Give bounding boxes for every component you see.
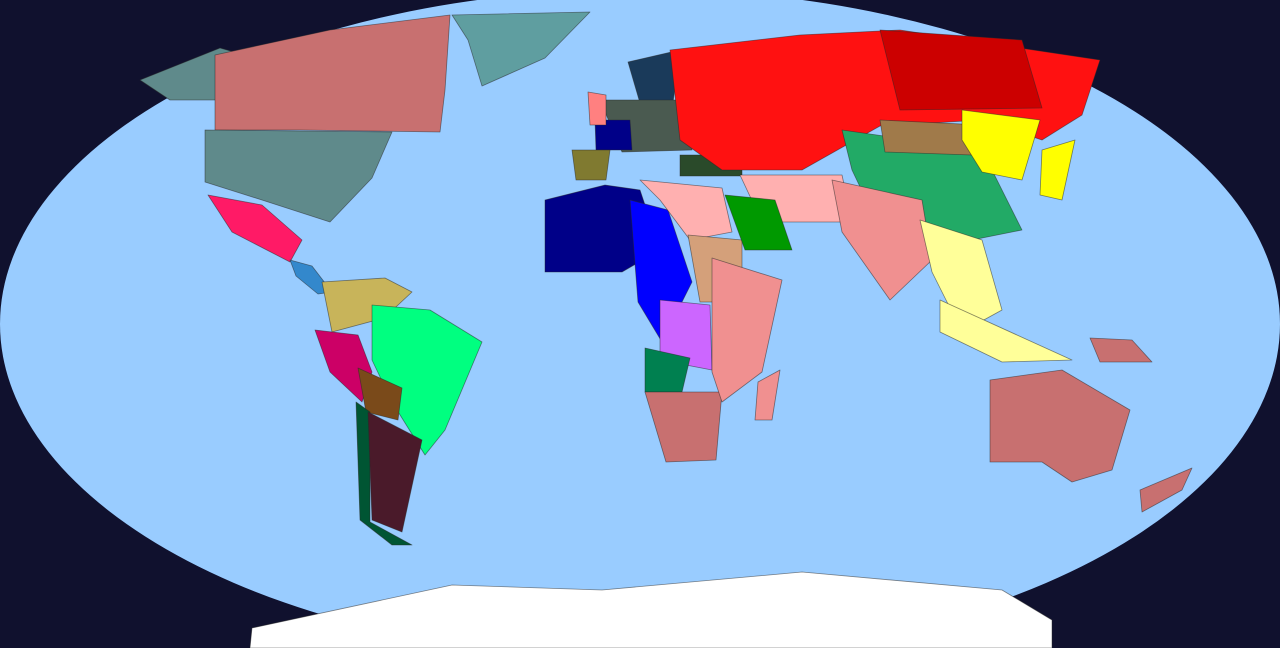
region-australia [989, 369, 1131, 483]
region-argentina [367, 411, 423, 533]
region-brazil [371, 304, 483, 456]
region-saudi-arabia [724, 194, 793, 251]
region-papua [1089, 337, 1153, 363]
region-france [594, 119, 633, 151]
region-japan [1039, 139, 1076, 201]
region-bolivia [357, 367, 403, 421]
region-egypt-libya [639, 179, 733, 241]
region-madagascar [754, 369, 781, 421]
regions-layer [139, 11, 1193, 648]
region-manchuria [961, 109, 1041, 181]
region-antarctica [249, 571, 1053, 648]
region-britain [587, 91, 607, 126]
region-indonesia [939, 299, 1073, 363]
region-east-russia [879, 29, 1043, 111]
region-usa [204, 129, 393, 223]
region-gran-colombia [321, 277, 413, 333]
region-east-africa [711, 257, 783, 403]
region-new-zealand [1139, 467, 1193, 513]
region-iberia [571, 149, 611, 181]
region-greenland [451, 11, 591, 87]
region-india [831, 179, 933, 301]
region-southern-africa [644, 391, 723, 463]
region-mexico [207, 194, 303, 263]
